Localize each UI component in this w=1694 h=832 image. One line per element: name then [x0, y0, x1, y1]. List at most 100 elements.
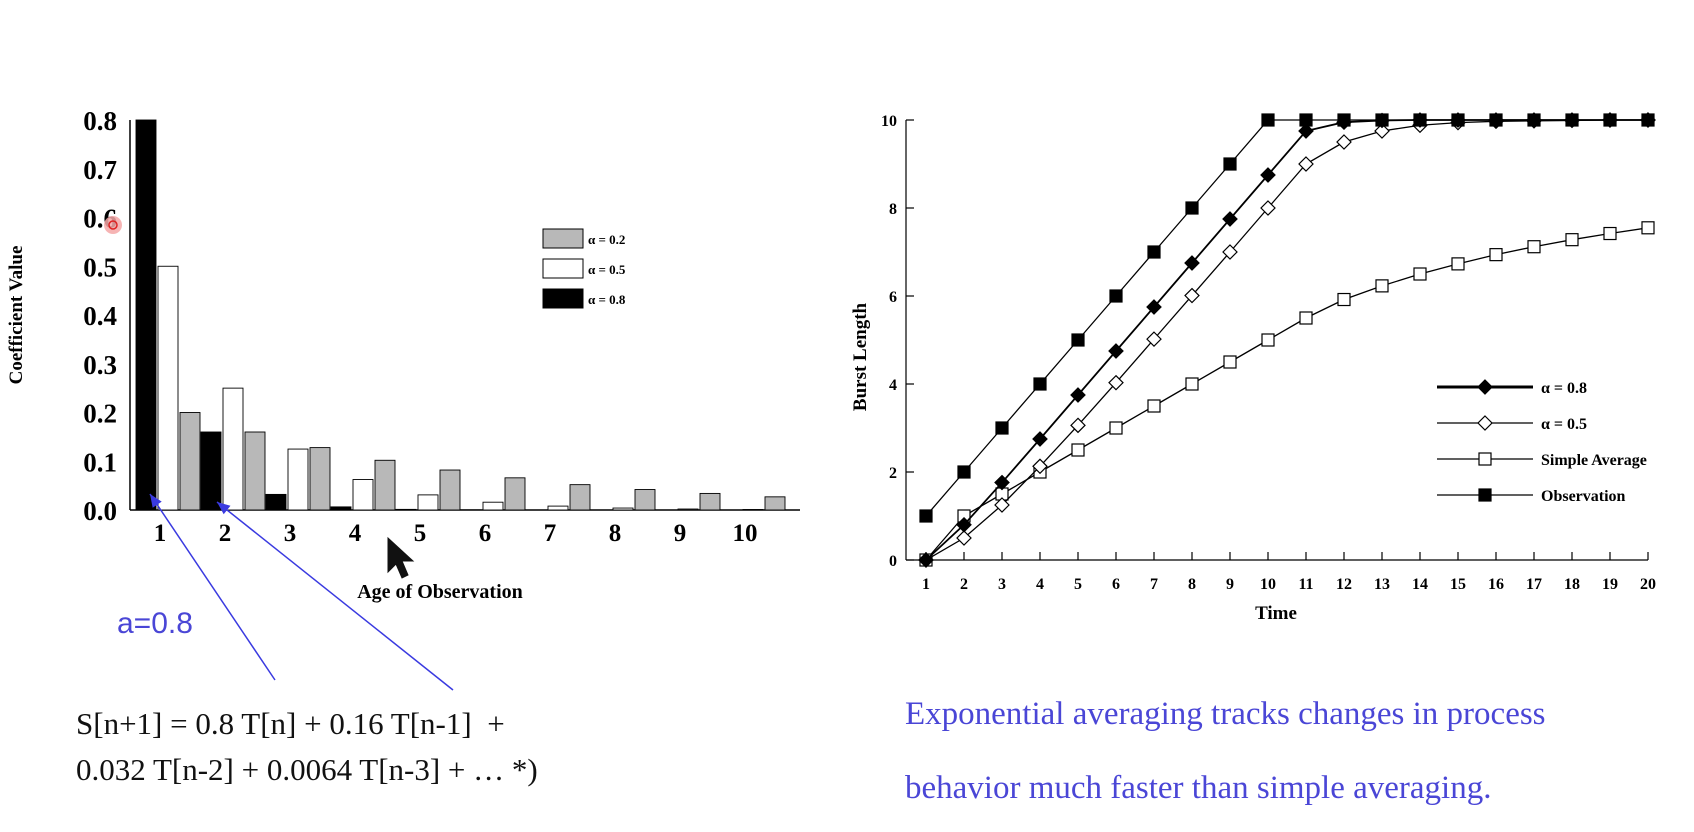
line-legend-marker [1478, 452, 1492, 466]
line-point-Observation-10 [1261, 113, 1275, 127]
line-x-tick-label: 9 [1226, 576, 1234, 593]
bar-02-5 [439, 469, 461, 511]
bar-y-tick-label: 0.1 [83, 447, 117, 477]
line-legend-label: Observation [1541, 488, 1626, 505]
line-point-SimpleAverage-19 [1603, 226, 1617, 241]
bar-y-axis-title: Coefficient Value [6, 246, 27, 385]
bar-02-8 [634, 489, 656, 511]
line-point-Observation-8 [1185, 201, 1199, 215]
line-x-tick-label: 20 [1640, 576, 1656, 593]
line-point-05-2 [956, 530, 972, 546]
bar-02-4 [374, 459, 396, 511]
line-point-SimpleAverage-7 [1147, 399, 1161, 413]
line-point-Observation-1 [919, 509, 933, 523]
bar-02-2 [244, 431, 266, 511]
bar-08-4 [330, 506, 352, 511]
line-y-tick-label: 0 [889, 553, 897, 570]
line-y-tick-label: 2 [889, 465, 897, 482]
bar-y-tick-label: 0.5 [83, 252, 117, 282]
line-point-SimpleAverage-10 [1261, 333, 1275, 347]
line-point-Observation-15 [1451, 113, 1465, 127]
line-point-SimpleAverage-8 [1185, 377, 1199, 391]
bar-05-5 [417, 494, 439, 511]
bar-y-tick-label: 0.2 [83, 399, 117, 429]
line-point-Observation-20 [1641, 113, 1655, 127]
line-point-Observation-5 [1071, 333, 1085, 347]
line-x-tick-label: 6 [1112, 576, 1120, 593]
bar-x-tick-label: 4 [349, 520, 362, 547]
line-y-tick-label: 8 [889, 201, 897, 218]
line-series-SimpleAverage [925, 227, 1649, 561]
line-y-tick-label: 6 [889, 289, 897, 306]
bar-05-7 [547, 505, 569, 511]
bar-05-9 [677, 508, 699, 511]
line-legend-label: α = 0.5 [1541, 416, 1587, 433]
line-point-05-10 [1260, 200, 1276, 216]
bar-legend-label: α = 0.2 [588, 232, 625, 247]
bar-x-tick-label: 2 [219, 520, 232, 547]
line-series-Observation [925, 119, 1648, 517]
line-x-tick-label: 17 [1526, 576, 1542, 593]
line-point-SimpleAverage-6 [1109, 421, 1123, 435]
line-point-08-4 [1032, 431, 1048, 447]
bar-y-tick-label: 0.8 [83, 106, 117, 136]
line-series-05 [925, 119, 1648, 561]
line-x-tick-label: 7 [1150, 576, 1158, 593]
arrow-to-bar-2 [216, 501, 454, 691]
line-point-SimpleAverage-11 [1299, 311, 1313, 325]
line-point-Observation-18 [1565, 113, 1579, 127]
line-x-tick-label: 16 [1488, 576, 1504, 593]
line-point-Observation-16 [1489, 113, 1503, 127]
line-y-axis-title: Burst Length [850, 302, 871, 411]
line-point-08-3 [994, 474, 1010, 491]
bar-02-10 [764, 496, 786, 511]
bar-legend-swatch [542, 288, 584, 309]
line-point-08-6 [1108, 343, 1124, 359]
bar-08-1 [135, 119, 157, 511]
caption-line-1: Exponential averaging tracks changes in … [905, 696, 1546, 732]
line-point-SimpleAverage-12 [1337, 292, 1351, 307]
bar-02-1 [179, 412, 201, 511]
bar-05-8 [612, 507, 634, 511]
bar-legend-label: α = 0.8 [588, 292, 626, 307]
arrow-to-bar-2-head [217, 502, 231, 515]
equation-line-1: S[n+1] = 0.8 T[n] + 0.16 T[n-1] + [76, 706, 505, 741]
bar-x-tick-label: 9 [674, 520, 687, 547]
bar-y-tick-label: 0.3 [83, 350, 117, 380]
line-x-tick-label: 19 [1602, 576, 1618, 593]
line-point-SimpleAverage-14 [1413, 267, 1427, 281]
line-point-08-8 [1184, 255, 1200, 271]
line-point-08-7 [1146, 299, 1162, 315]
line-point-05-12 [1336, 134, 1352, 150]
line-point-Observation-14 [1413, 113, 1427, 127]
line-point-SimpleAverage-5 [1071, 443, 1085, 457]
bar-x-tick-label: 6 [479, 520, 492, 547]
line-legend-label: α = 0.8 [1541, 380, 1587, 397]
line-point-08-1 [918, 552, 934, 568]
line-x-tick-label: 15 [1450, 576, 1466, 593]
line-point-SimpleAverage-18 [1565, 233, 1579, 247]
bar-05-2 [222, 387, 244, 511]
bar-x-axis-title: Age of Observation [357, 581, 523, 603]
line-point-Observation-9 [1223, 157, 1237, 171]
bar-05-1 [157, 265, 179, 511]
line-point-Observation-2 [957, 465, 971, 479]
bar-y-tick-label: 0.0 [83, 496, 117, 526]
line-point-SimpleAverage-13 [1375, 279, 1389, 293]
bar-chart: 0.00.10.20.30.40.50.60.70.81 2 3 4 5 6 7 8 9 10Ag… [6, 106, 800, 603]
bar-08-2 [200, 431, 222, 511]
line-point-Observation-13 [1375, 113, 1389, 127]
bar-x-tick-label: 7 [544, 520, 557, 547]
bar-x-tick-label: 1 [154, 520, 167, 547]
line-x-tick-label: 3 [998, 576, 1006, 593]
line-point-08-11 [1298, 123, 1314, 139]
line-point-Observation-4 [1033, 377, 1047, 391]
line-x-tick-label: 18 [1564, 576, 1580, 593]
arrow-to-bar-1-head [150, 494, 162, 508]
bar-y-tick-label: 0.7 [83, 155, 117, 185]
line-x-axis-title: Time [1255, 603, 1297, 624]
line-x-tick-label: 11 [1298, 576, 1313, 593]
line-x-tick-label: 1 [922, 576, 930, 593]
